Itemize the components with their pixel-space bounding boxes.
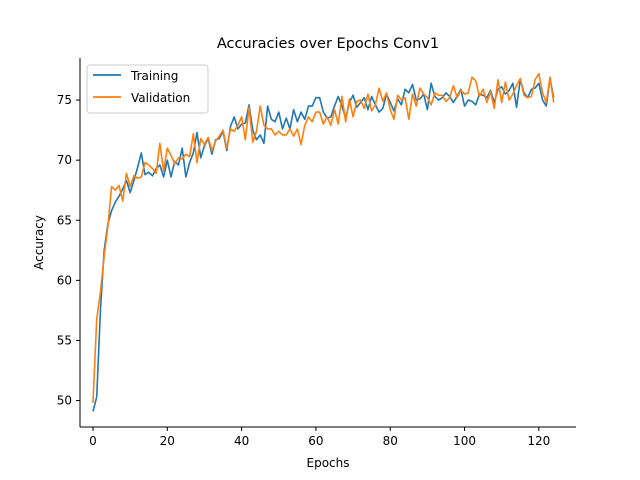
y-tick-label: 75	[57, 93, 72, 107]
x-tick-label: 60	[308, 434, 323, 448]
y-tick-label: 55	[57, 333, 72, 347]
x-tick-label: 0	[89, 434, 97, 448]
y-ticks: 50 55 60 65 70 75	[57, 93, 80, 408]
x-ticks: 0 20 40 60 80 100 120	[89, 427, 550, 448]
series-line-validation	[92, 72, 555, 403]
legend-frame	[86, 64, 209, 114]
plot-area	[92, 72, 555, 412]
y-tick-label: 70	[57, 153, 72, 167]
x-tick-label: 120	[527, 434, 550, 448]
x-tick-label: 80	[383, 434, 398, 448]
x-tick-label: 100	[453, 434, 476, 448]
x-axis-label: Epochs	[307, 456, 350, 470]
x-tick-label: 20	[160, 434, 175, 448]
y-tick-label: 60	[57, 273, 72, 287]
y-tick-label: 50	[57, 394, 72, 408]
y-axis-label: Accuracy	[32, 215, 46, 270]
legend-label-validation: Validation	[131, 91, 190, 105]
x-tick-label: 40	[234, 434, 249, 448]
legend: Training Validation	[86, 64, 209, 114]
chart-title: Accuracies over Epochs Conv1	[217, 36, 439, 52]
y-tick-label: 65	[57, 213, 72, 227]
series-line-training	[92, 77, 555, 412]
legend-label-training: Training	[130, 69, 178, 83]
